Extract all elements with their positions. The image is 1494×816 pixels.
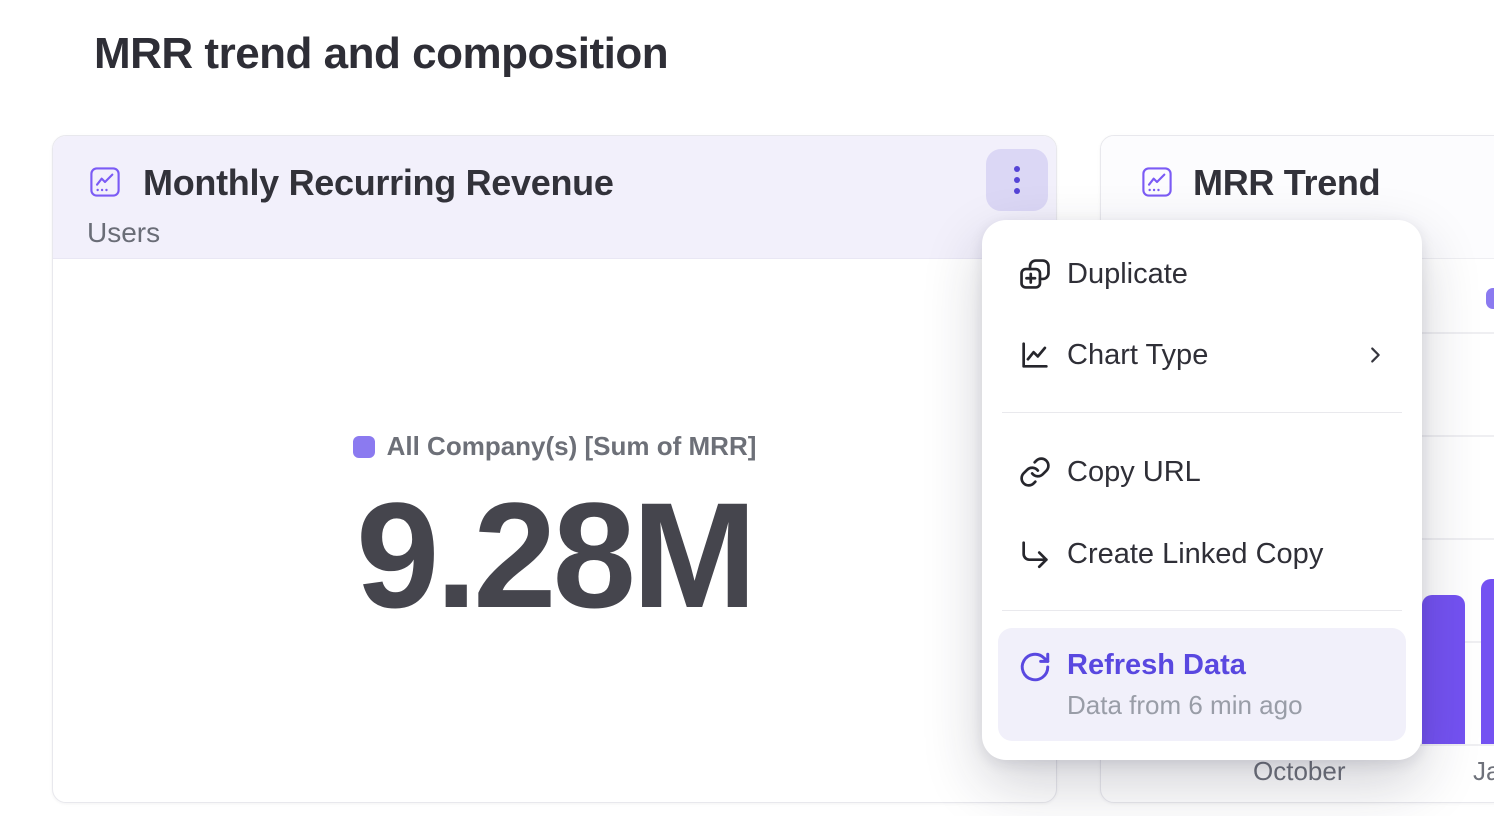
trend-legend-swatch [1486,288,1494,309]
corner-down-right-icon [1018,537,1052,571]
menu-item-label: Refresh Data [1067,649,1246,681]
menu-item-label: Duplicate [1067,257,1188,290]
trend-card-title: MRR Trend [1193,162,1381,203]
refresh-text: Refresh Data Data from 6 min ago [1067,648,1303,721]
copy-plus-icon [1018,257,1052,291]
menu-item-copy-url[interactable]: Copy URL [998,444,1406,500]
menu-item-chart-type[interactable]: Chart Type [998,327,1406,383]
x-axis-label-october: October [1253,756,1346,786]
bar-november[interactable] [1422,595,1465,744]
x-axis-label-january: Ja [1473,756,1494,786]
refresh-icon [1018,650,1052,684]
menu-item-label: Create Linked Copy [1067,537,1324,570]
mrr-value: 9.28M [356,471,757,639]
legend-swatch [352,435,375,458]
kebab-menu-button[interactable] [986,149,1048,211]
mrr-card-header: Monthly Recurring Revenue Users [53,136,1056,259]
menu-item-label: Chart Type [1067,338,1209,371]
chevron-right-icon [1364,344,1386,366]
widget-context-menu: Duplicate Chart Type [982,220,1422,760]
menu-item-duplicate[interactable]: Duplicate [998,246,1406,302]
menu-divider [1002,412,1402,413]
mrr-legend: All Company(s) [Sum of MRR] [352,431,757,462]
chart-widget-icon [1141,166,1173,198]
mrr-kpi-content: All Company(s) [Sum of MRR] 9.28M [53,259,1056,802]
menu-item-create-linked-copy[interactable]: Create Linked Copy [998,526,1406,582]
chart-widget-icon [89,166,121,198]
menu-item-refresh-data[interactable]: Refresh Data Data from 6 min ago [998,628,1406,741]
mrr-card-title: Monthly Recurring Revenue [143,162,614,203]
legend-label: All Company(s) [Sum of MRR] [386,431,757,461]
link-icon [1018,455,1052,489]
more-vertical-icon [1014,166,1020,172]
bar-december[interactable] [1481,579,1494,744]
refresh-data-age: Data from 6 min ago [1067,690,1303,720]
menu-divider [1002,610,1402,611]
menu-item-label: Copy URL [1067,455,1201,488]
page-title: MRR trend and composition [94,29,669,78]
mrr-card: Monthly Recurring Revenue Users All Comp… [52,135,1057,803]
line-chart-icon [1018,338,1052,372]
mrr-card-subtitle: Users [87,217,161,248]
